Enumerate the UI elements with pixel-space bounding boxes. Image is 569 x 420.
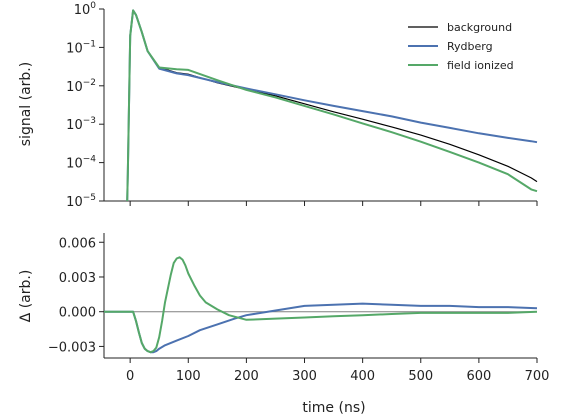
top-y-ticks: 100 10−1 10−2 10−3 10−4 10−5 bbox=[66, 1, 104, 210]
bottom-x-tick-label-100: 100 bbox=[176, 369, 201, 384]
legend-label-rydberg: Rydberg bbox=[447, 40, 493, 53]
top-panel: signal (arb.) 100 10−1 10−2 10−3 10−4 10−5 ba… bbox=[18, 1, 538, 210]
top-y-tick-label-2: 10−2 bbox=[66, 78, 96, 95]
top-y-axis-label: signal (arb.) bbox=[18, 62, 34, 146]
bottom-y-tick-label-2: 0.000 bbox=[59, 306, 96, 321]
top-series-group bbox=[126, 9, 538, 202]
bottom-x-tick-label-0: 0 bbox=[126, 369, 134, 384]
top-y-tick-label-0: 100 bbox=[74, 1, 97, 18]
legend: background Rydberg field ionized bbox=[408, 21, 514, 72]
bottom-panel: Δ (arb.) 0.006 0.003 0.000 −0.003 0 100 200 30… bbox=[18, 233, 549, 416]
top-y-tick-label-3: 10−3 bbox=[66, 116, 96, 133]
top-axes bbox=[103, 9, 537, 202]
bottom-x-ticks: 0 100 200 300 400 500 600 700 bbox=[126, 358, 549, 384]
bottom-axes bbox=[103, 233, 537, 359]
top-series-line-rydberg bbox=[126, 9, 538, 202]
top-y-tick-label-4: 10−4 bbox=[66, 155, 96, 172]
top-series-line-field-ionized bbox=[126, 9, 538, 202]
legend-label-field-ionized: field ionized bbox=[447, 59, 514, 72]
bottom-x-tick-label-400: 400 bbox=[350, 369, 375, 384]
top-x-ticks bbox=[129, 201, 538, 206]
bottom-x-tick-label-300: 300 bbox=[292, 369, 317, 384]
legend-label-background: background bbox=[447, 21, 512, 34]
bottom-series-group bbox=[104, 256, 538, 354]
bottom-x-tick-label-600: 600 bbox=[466, 369, 491, 384]
bottom-y-ticks: 0.006 0.003 0.000 −0.003 bbox=[48, 236, 104, 355]
bottom-x-tick-label-700: 700 bbox=[525, 369, 550, 384]
bottom-y-axis-label: Δ (arb.) bbox=[18, 270, 34, 323]
top-y-tick-label-5: 10−5 bbox=[66, 193, 96, 210]
top-y-tick-label-1: 10−1 bbox=[66, 39, 96, 56]
bottom-series-line-field-ionized bbox=[104, 256, 538, 354]
bottom-x-tick-label-200: 200 bbox=[234, 369, 259, 384]
bottom-y-tick-label-3: −0.003 bbox=[48, 340, 96, 355]
bottom-y-tick-label-1: 0.003 bbox=[59, 271, 96, 286]
x-axis-label: time (ns) bbox=[302, 400, 365, 416]
bottom-y-tick-label-0: 0.006 bbox=[59, 236, 96, 251]
bottom-x-tick-label-500: 500 bbox=[408, 369, 433, 384]
bottom-series-line-rydberg bbox=[104, 302, 538, 354]
